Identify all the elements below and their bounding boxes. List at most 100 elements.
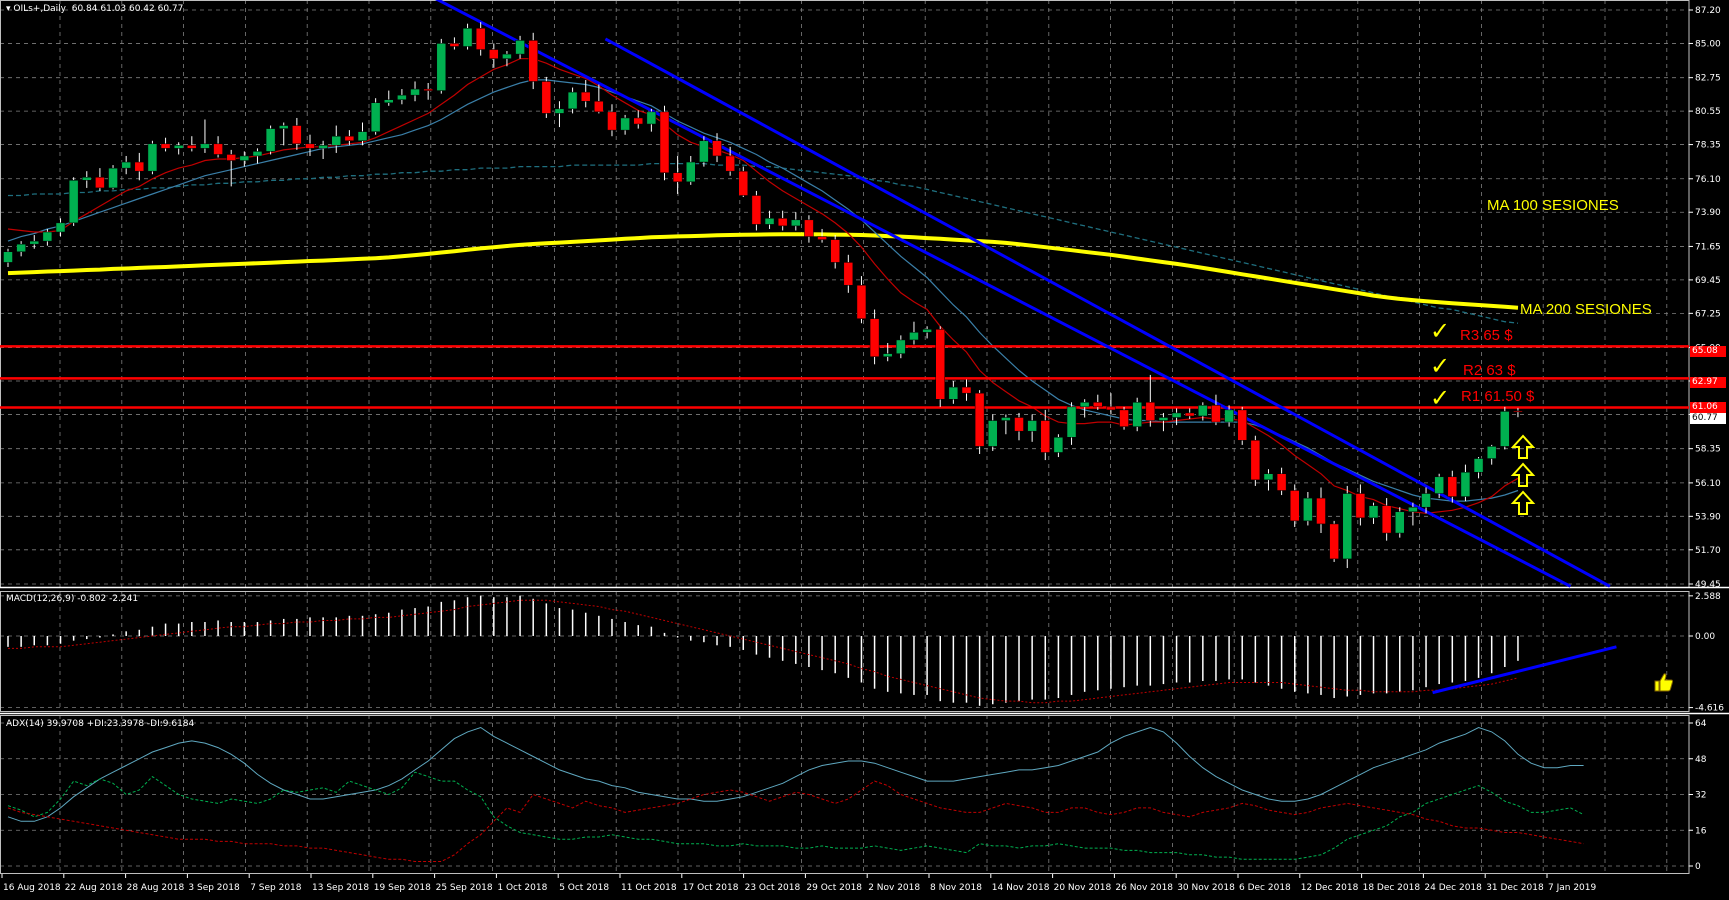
r2-annotation: R2 63 $ xyxy=(1463,362,1516,379)
price-label-r3: 65.08 xyxy=(1690,346,1726,357)
candle xyxy=(974,390,985,454)
candle-bull xyxy=(686,161,696,183)
candle-bull xyxy=(909,332,919,341)
resistance-lines[interactable] xyxy=(0,345,1689,409)
candle xyxy=(1473,457,1484,479)
candle xyxy=(922,326,932,339)
candle xyxy=(95,168,105,191)
candle-bear xyxy=(449,43,460,47)
x-tick-label: 12 Dec 2018 xyxy=(1301,883,1359,893)
x-tick-label: 19 Sep 2018 xyxy=(374,883,431,893)
candle xyxy=(738,166,749,198)
candle-bull xyxy=(55,222,66,233)
candle xyxy=(554,101,565,128)
candle-bear xyxy=(305,143,315,149)
candle-bear xyxy=(344,135,355,142)
candle-bear xyxy=(187,145,197,149)
candle-bull xyxy=(882,353,893,357)
candle xyxy=(1119,406,1129,430)
candle xyxy=(278,122,289,146)
panel-border-1 xyxy=(0,591,1690,712)
candle xyxy=(1486,444,1497,465)
x-tick-label: 1 Oct 2018 xyxy=(497,883,547,893)
candle xyxy=(515,35,525,59)
up-arrow-icon xyxy=(1510,490,1536,515)
candle-bull xyxy=(1408,506,1418,513)
candle xyxy=(305,134,315,156)
x-tick-label: 2 Nov 2018 xyxy=(868,883,920,893)
candle-bear xyxy=(961,386,972,394)
candle-bull xyxy=(554,108,565,114)
candle xyxy=(896,335,906,359)
y-tick-label: 80.55 xyxy=(1695,107,1721,117)
candle xyxy=(1066,402,1077,445)
candle xyxy=(1001,414,1011,435)
candle-bear xyxy=(580,91,591,102)
candle xyxy=(1237,406,1247,445)
candle xyxy=(436,38,447,94)
candle-bear xyxy=(777,218,788,227)
candle xyxy=(1460,464,1471,502)
candle-bear xyxy=(292,125,302,145)
candle-bull xyxy=(108,167,118,189)
x-tick-label: 3 Sep 2018 xyxy=(188,883,240,893)
candle xyxy=(502,51,512,67)
x-tick-label: 13 Sep 2018 xyxy=(312,883,369,893)
r3-annotation: R3 65 $ xyxy=(1460,327,1513,344)
x-tick-label: 6 Dec 2018 xyxy=(1239,883,1291,893)
x-tick-label: 17 Oct 2018 xyxy=(683,883,739,893)
candle xyxy=(1184,408,1195,420)
candle xyxy=(121,155,131,175)
candle-bull xyxy=(1066,406,1077,438)
candle-bear xyxy=(1447,476,1458,497)
candle-bull xyxy=(896,339,906,354)
candle-bear xyxy=(489,49,499,59)
candle-bear xyxy=(1211,405,1221,423)
candle xyxy=(725,146,735,176)
candle xyxy=(633,110,643,129)
candle xyxy=(764,210,775,229)
candle-bear xyxy=(1119,409,1129,427)
y-tick-label: 53.90 xyxy=(1695,512,1721,522)
candle-bull xyxy=(1224,409,1234,423)
candle-bear xyxy=(974,392,985,447)
candle-bull xyxy=(410,88,420,96)
candle-bull xyxy=(1171,412,1182,418)
y-tick-label: 76.10 xyxy=(1695,175,1721,185)
candle xyxy=(1079,399,1090,418)
trend-channel[interactable] xyxy=(317,0,1611,588)
adx-tick-label: 0 xyxy=(1695,862,1701,872)
candle xyxy=(1250,435,1261,486)
candle-bear xyxy=(843,262,854,286)
candle xyxy=(239,151,250,167)
candle-bear xyxy=(95,177,105,189)
x-tick-label: 7 Jan 2019 xyxy=(1548,883,1596,893)
candle-bear xyxy=(1381,505,1392,534)
r1-check-icon: ✓ xyxy=(1430,385,1451,412)
axes-labels: 87.20 85.00 82.75 80.55 78.35 76.10 73.90 71.65… xyxy=(1,6,1724,893)
candle-bear xyxy=(541,81,552,114)
candle xyxy=(160,137,171,152)
candle xyxy=(173,142,184,155)
candle xyxy=(3,248,13,267)
candle xyxy=(1381,498,1392,541)
candle xyxy=(1342,485,1353,569)
adx-tick-label: 32 xyxy=(1695,791,1706,801)
candle xyxy=(1053,434,1064,458)
candle-bull xyxy=(988,420,998,447)
candle-bull xyxy=(278,125,289,129)
y-tick-label: 87.20 xyxy=(1695,6,1721,16)
candle xyxy=(948,381,959,404)
y-tick-label: 67.25 xyxy=(1695,309,1721,319)
candle xyxy=(869,309,880,365)
x-tick-label: 23 Oct 2018 xyxy=(745,883,801,893)
candle xyxy=(55,218,66,237)
candle-bear xyxy=(226,154,236,161)
macd-tick-label: -4.616 xyxy=(1695,704,1724,714)
candle-bear xyxy=(856,284,867,319)
candle xyxy=(528,32,538,90)
candle xyxy=(817,228,827,243)
candle-bull xyxy=(16,243,26,253)
